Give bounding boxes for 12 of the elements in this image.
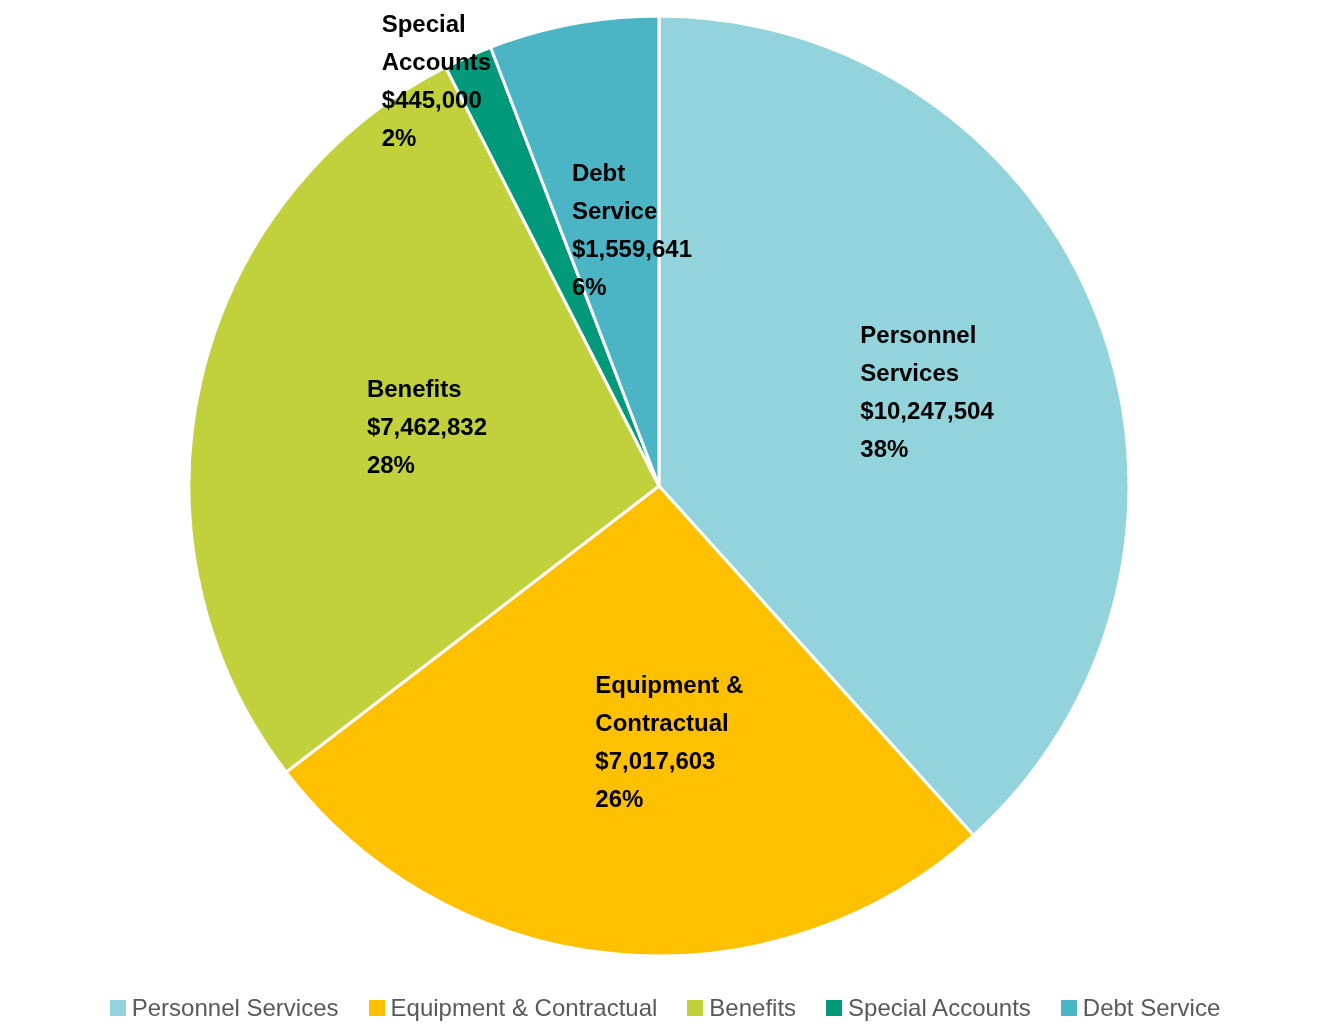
slice-label: Debt Service [571,159,658,225]
legend-label: Personnel Services [130,994,339,1022]
slice-label: Benefits [366,375,462,403]
legend-label: Special Accounts [847,994,1031,1022]
data-label: $7,462,832 28% [366,413,487,479]
slice-label: Personnel Services [860,320,977,386]
legend-label: Benefits [708,994,797,1022]
legend-label: Equipment & Contractual [389,994,658,1022]
data-label: $7,017,603 26% [595,746,716,812]
slice-label: Equipment & Contractual [595,670,744,736]
legend-label: Debt Service [1081,994,1221,1022]
data-label: $10,247,504 38% [860,396,995,462]
